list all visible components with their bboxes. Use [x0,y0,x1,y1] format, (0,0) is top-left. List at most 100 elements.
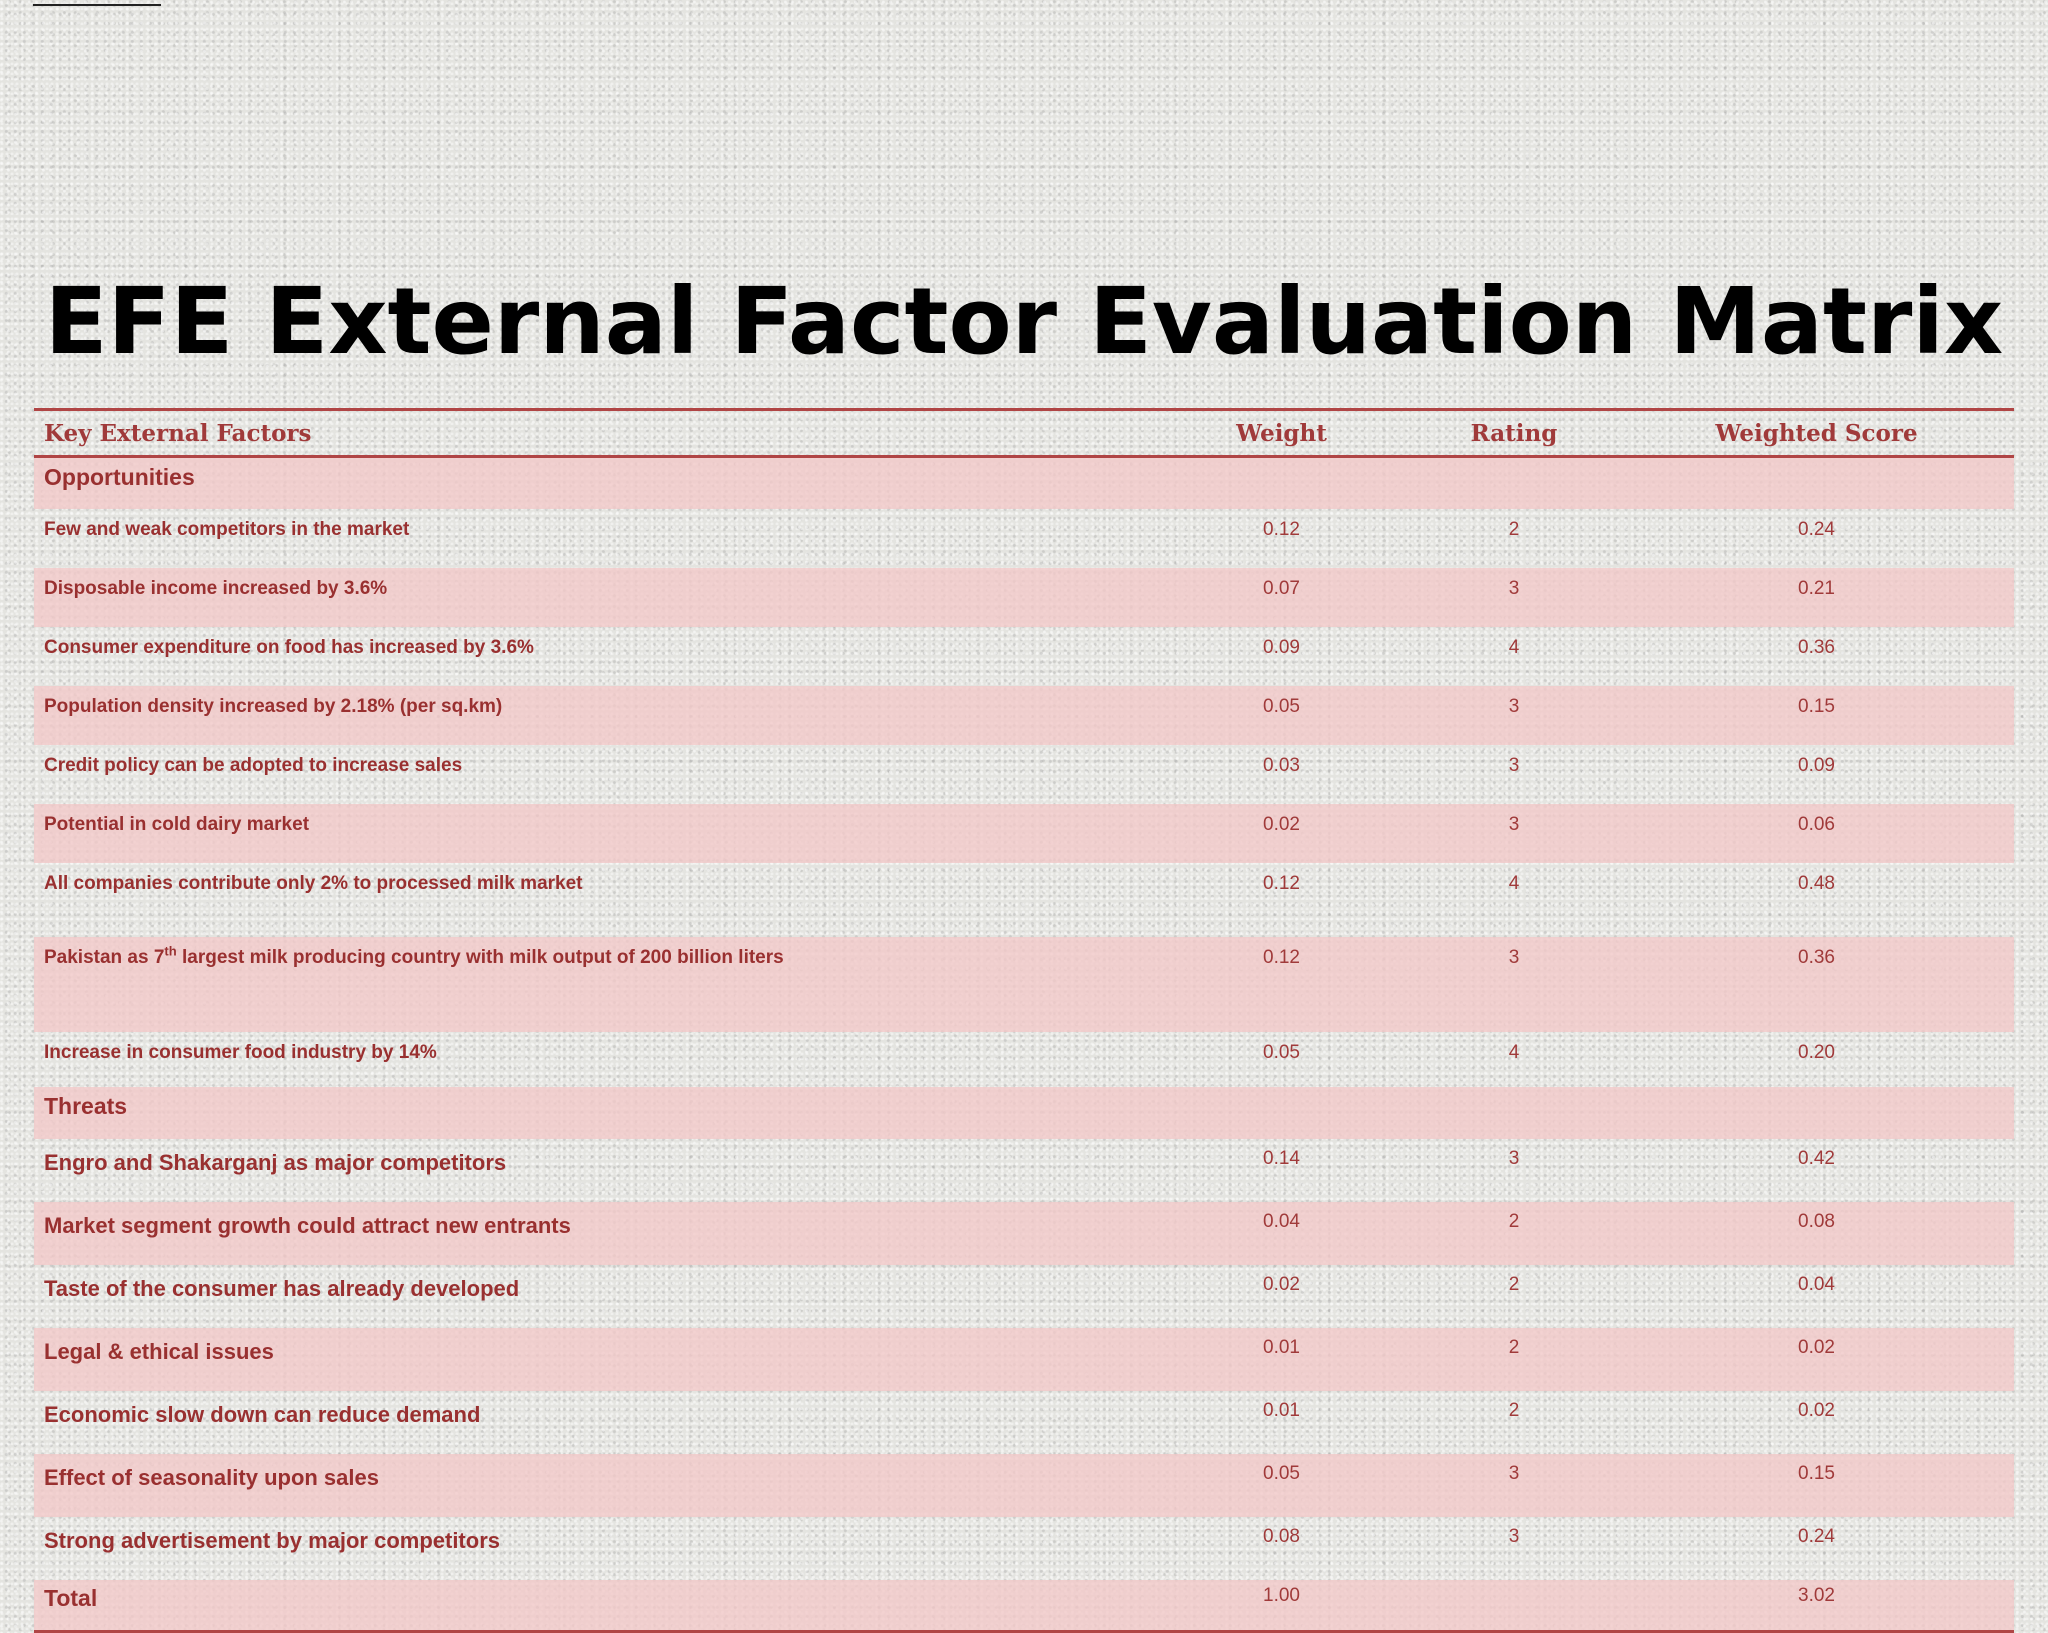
rating-cell: 2 [1508,1273,1520,1295]
corner-rule [33,4,161,6]
factor-text-part: largest milk producing country with milk… [176,946,784,968]
factor-cell: Effect of seasonality upon sales [34,1453,1154,1517]
score-cell: 0.04 [1798,1273,1835,1295]
rating-cell: 3 [1409,1453,1619,1517]
weight-cell: 0.02 [1154,803,1409,863]
factor-cell: Legal & ethical issues [34,1327,1154,1391]
empty-cell [1409,1086,1619,1139]
factor-cell: Increase in consumer food industry by 14… [44,1041,437,1063]
weight-cell: 0.03 [1263,754,1300,776]
weight-cell: 0.01 [1154,1327,1409,1391]
weight-cell: 0.12 [1154,936,1409,1032]
rating-cell: 2 [1409,1327,1619,1391]
factor-cell: All companies contribute only 2% to proc… [44,872,583,894]
weight-cell: 0.02 [1263,1273,1300,1295]
score-cell: 0.20 [1798,1041,1835,1063]
table-row: Few and weak competitors in the market 0… [34,509,2014,568]
empty-cell [1619,1086,2014,1139]
table-row: Population density increased by 2.18% (p… [34,685,2014,745]
header-weight: Weight [1154,409,1409,458]
rating-cell: 3 [1409,685,1619,745]
factor-cell: Population density increased by 2.18% (p… [34,685,1154,745]
score-cell: 0.36 [1619,936,2014,1032]
table-row: Strong advertisement by major competitor… [34,1517,2014,1580]
score-cell: 0.24 [1798,518,1835,540]
factor-cell: Credit policy can be adopted to increase… [44,754,463,776]
rating-cell: 3 [1409,567,1619,627]
score-cell: 0.09 [1798,754,1835,776]
section-row-opportunities: Opportunities [34,456,2014,509]
weight-cell: 0.08 [1263,1525,1300,1547]
header-row: Key External Factors Weight Rating Weigh… [34,409,2014,458]
weight-cell: 0.05 [1263,1041,1300,1063]
score-cell: 0.08 [1619,1201,2014,1265]
rating-cell: 2 [1508,518,1520,540]
section-row-threats: Threats [34,1086,2014,1139]
rating-cell: 3 [1409,936,1619,1032]
factor-cell: Consumer expenditure on food has increas… [44,636,534,658]
weight-cell: 0.09 [1263,636,1300,658]
rating-cell: 3 [1409,803,1619,863]
factor-cell: Taste of the consumer has already develo… [44,1275,520,1301]
total-label: Total [34,1579,1154,1631]
total-score: 3.02 [1619,1579,2014,1631]
factor-cell: Disposable income increased by 3.6% [34,567,1154,627]
rating-cell: 3 [1508,754,1520,776]
weight-cell: 0.05 [1154,1453,1409,1517]
factor-text-part: Pakistan as 7 [44,946,165,968]
weight-cell: 0.12 [1263,872,1300,894]
factor-cell: Strong advertisement by major competitor… [44,1527,500,1553]
table-row: Engro and Shakarganj as major competitor… [34,1139,2014,1202]
table-row: Legal & ethical issues 0.01 2 0.02 [34,1327,2014,1391]
score-cell: 0.42 [1798,1147,1835,1169]
factor-cell: Few and weak competitors in the market [44,518,410,540]
table-row: Market segment growth could attract new … [34,1201,2014,1265]
total-rating [1409,1579,1619,1631]
table-row: Disposable income increased by 3.6% 0.07… [34,567,2014,627]
efe-matrix-table: Key External Factors Weight Rating Weigh… [34,408,2014,1633]
score-cell: 0.36 [1798,636,1835,658]
empty-cell [1409,456,1619,509]
score-cell: 0.02 [1619,1327,2014,1391]
weight-cell: 0.04 [1154,1201,1409,1265]
factor-cell: Engro and Shakarganj as major competitor… [44,1149,507,1175]
factor-cell: Pakistan as 7th largest milk producing c… [34,936,1154,1032]
score-cell: 0.24 [1798,1525,1835,1547]
weight-cell: 0.14 [1263,1147,1300,1169]
table-row: Increase in consumer food industry by 14… [34,1032,2014,1087]
table-row: Effect of seasonality upon sales 0.05 3 … [34,1453,2014,1517]
rating-cell: 4 [1508,636,1520,658]
table-row: Pakistan as 7th largest milk producing c… [34,936,2014,1032]
score-cell: 0.02 [1798,1399,1835,1421]
header-weighted-score: Weighted Score [1619,409,2014,458]
section-label-threats: Threats [34,1086,1154,1139]
table-row: Credit policy can be adopted to increase… [34,745,2014,804]
total-weight: 1.00 [1154,1579,1409,1631]
table-row: Potential in cold dairy market 0.02 3 0.… [34,803,2014,863]
table-row: Taste of the consumer has already develo… [34,1265,2014,1328]
factor-cell: Economic slow down can reduce demand [44,1401,481,1427]
table-row: Consumer expenditure on food has increas… [34,627,2014,686]
score-cell: 0.15 [1619,685,2014,745]
empty-cell [1154,1086,1409,1139]
table-row: All companies contribute only 2% to proc… [34,863,2014,937]
total-row: Total 1.00 3.02 [34,1579,2014,1631]
rating-cell: 4 [1508,1041,1520,1063]
weight-cell: 0.12 [1263,518,1300,540]
weight-cell: 0.05 [1154,685,1409,745]
empty-cell [1154,456,1409,509]
weight-cell: 0.07 [1154,567,1409,627]
rating-cell: 3 [1508,1147,1520,1169]
weight-cell: 0.01 [1263,1399,1300,1421]
header-rating: Rating [1409,409,1619,458]
page-title: EFE External Factor Evaluation Matrix [44,268,2004,375]
score-cell: 0.48 [1798,872,1835,894]
score-cell: 0.06 [1619,803,2014,863]
rating-cell: 3 [1508,1525,1520,1547]
table-row: Economic slow down can reduce demand 0.0… [34,1391,2014,1454]
factor-cell: Market segment growth could attract new … [34,1201,1154,1265]
rating-cell: 4 [1508,872,1520,894]
factor-cell: Potential in cold dairy market [34,803,1154,863]
header-key-external-factors: Key External Factors [34,409,1154,458]
rating-cell: 2 [1508,1399,1520,1421]
